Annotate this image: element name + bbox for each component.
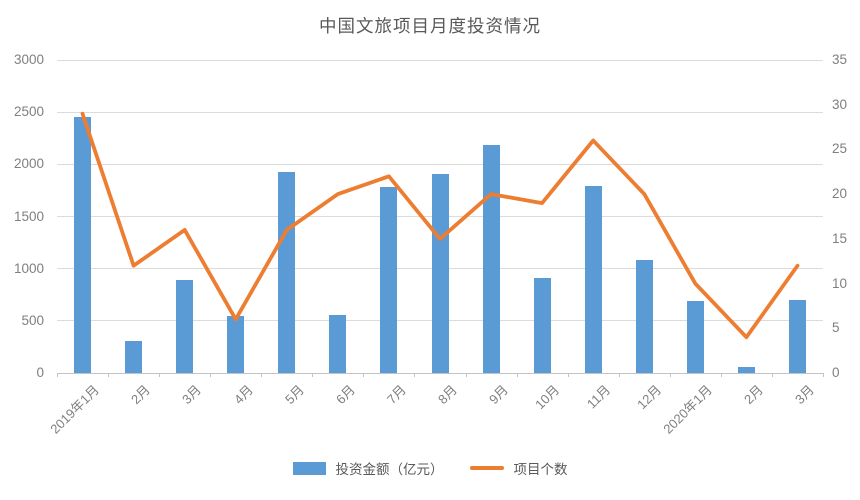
bar — [482, 144, 500, 373]
y-axis-tick-left: 3000 — [13, 52, 44, 67]
bar — [533, 278, 551, 373]
y-axis-tick-right: 25 — [832, 141, 848, 157]
x-axis-line — [57, 372, 823, 374]
y-axis-tick-left: 0 — [36, 365, 44, 380]
y-axis-tick-left: 2500 — [13, 104, 44, 120]
x-axis-label: 11月 — [583, 382, 613, 412]
x-axis-label: 3月 — [179, 382, 205, 408]
gridline — [57, 111, 823, 113]
bar — [380, 187, 398, 373]
bar — [788, 299, 806, 373]
legend-bar-swatch-icon — [292, 461, 326, 475]
x-axis-label: 4月 — [230, 382, 256, 408]
y-axis-tick-left: 500 — [21, 312, 44, 328]
x-tick — [823, 373, 824, 377]
x-axis-label: 2月 — [741, 382, 767, 408]
bar — [227, 315, 245, 373]
bar — [737, 366, 755, 373]
bar — [278, 171, 296, 373]
x-axis-label: 7月 — [383, 382, 409, 408]
x-axis-label: 2019年1月 — [47, 382, 103, 437]
x-axis-label: 2月 — [128, 382, 154, 408]
x-tick — [108, 373, 110, 377]
y-axis-tick-right: 35 — [832, 52, 848, 67]
x-axis-label: 3月 — [792, 382, 818, 408]
chart-title: 中国文旅项目月度投资情况 — [319, 16, 541, 36]
y-axis-tick-right: 0 — [832, 365, 840, 380]
x-tick — [57, 373, 58, 377]
y-axis-tick-right: 15 — [832, 230, 848, 246]
plot-area — [57, 59, 823, 374]
gridline — [57, 163, 823, 165]
y-axis-tick-right: 5 — [832, 320, 840, 336]
bar — [635, 260, 653, 373]
legend: 投资金额（亿元） 项目个数 — [0, 458, 860, 478]
x-tick — [567, 373, 569, 377]
bar — [431, 173, 449, 373]
x-tick — [312, 373, 314, 377]
bar — [125, 340, 143, 373]
x-axis-label: 12月 — [633, 382, 665, 413]
x-tick — [159, 373, 161, 377]
bar — [74, 117, 92, 373]
y-axis-tick-right: 30 — [832, 96, 848, 112]
x-axis-label: 8月 — [434, 382, 460, 408]
x-tick — [720, 373, 722, 377]
x-tick — [618, 373, 620, 377]
x-tick — [414, 373, 416, 377]
x-tick — [771, 373, 773, 377]
y-axis-tick-right: 10 — [832, 275, 848, 291]
legend-line-swatch-icon — [469, 466, 504, 470]
x-tick — [669, 373, 671, 377]
bar — [329, 314, 347, 373]
bar — [686, 301, 704, 373]
x-axis-label: 10月 — [531, 382, 562, 413]
gridline — [57, 59, 823, 61]
bar — [176, 280, 194, 373]
x-axis-label: 6月 — [332, 382, 358, 408]
y-axis-tick-left: 2000 — [13, 156, 44, 172]
x-tick — [465, 373, 467, 377]
x-axis-label: 2020年1月 — [660, 382, 716, 437]
line-series — [80, 111, 800, 340]
y-axis-tick-left: 1500 — [13, 208, 44, 224]
legend-bar-label: 投资金额（亿元） — [335, 462, 444, 477]
x-axis-label: 9月 — [485, 382, 511, 408]
x-axis-label: 5月 — [281, 382, 307, 408]
x-tick — [363, 373, 365, 377]
y-axis-tick-left: 1000 — [13, 260, 44, 276]
x-tick — [210, 373, 212, 377]
legend-line-label: 项目个数 — [513, 462, 568, 477]
x-tick — [261, 373, 263, 377]
y-axis-tick-right: 20 — [832, 186, 848, 202]
line-series-path — [80, 111, 800, 340]
bar — [584, 186, 602, 373]
x-tick — [516, 373, 518, 377]
